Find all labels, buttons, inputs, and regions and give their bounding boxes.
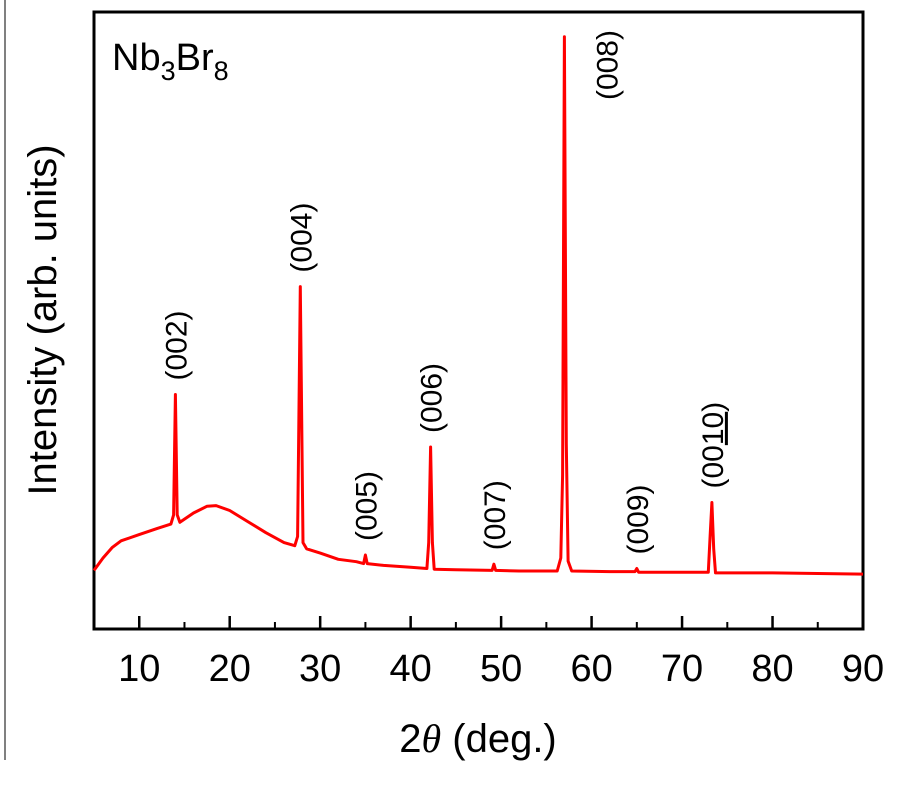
x-tick-label: 60 bbox=[570, 648, 612, 690]
peak-label: (006) bbox=[416, 363, 449, 433]
peak-label: (009) bbox=[622, 484, 655, 554]
x-tick-label: 50 bbox=[480, 648, 522, 690]
peak-label: (004) bbox=[285, 203, 318, 273]
x-tick-label: 10 bbox=[118, 648, 160, 690]
x-tick-label: 30 bbox=[299, 648, 341, 690]
peak-label: (002) bbox=[160, 310, 193, 380]
peak-label: (007) bbox=[479, 480, 512, 550]
x-axis-ticks bbox=[137, 616, 865, 629]
x-tick-label: 80 bbox=[751, 648, 793, 690]
peak-label: (0010) bbox=[697, 402, 730, 489]
x-tick-label: 90 bbox=[842, 648, 884, 690]
peak-label: (005) bbox=[350, 471, 383, 541]
x-tick-label: 20 bbox=[209, 648, 251, 690]
peak-label: (008) bbox=[591, 30, 624, 100]
x-axis-tick-labels: 10 20 30 40 50 60 70 80 90 bbox=[118, 648, 884, 690]
series-line bbox=[92, 35, 864, 576]
peak-annotations: (002) (004) (005) (006) (007) (008) (009) (0010… bbox=[160, 30, 730, 555]
x-axis-title: 2θ (deg.) bbox=[399, 716, 557, 761]
series-group bbox=[92, 35, 864, 576]
plot-frame bbox=[92, 10, 865, 631]
y-axis-title: Intensity (arb. units) bbox=[21, 144, 65, 495]
x-tick-label: 70 bbox=[661, 648, 703, 690]
x-tick-label: 40 bbox=[390, 648, 432, 690]
sample-label: Nb3Br8 bbox=[112, 37, 229, 86]
